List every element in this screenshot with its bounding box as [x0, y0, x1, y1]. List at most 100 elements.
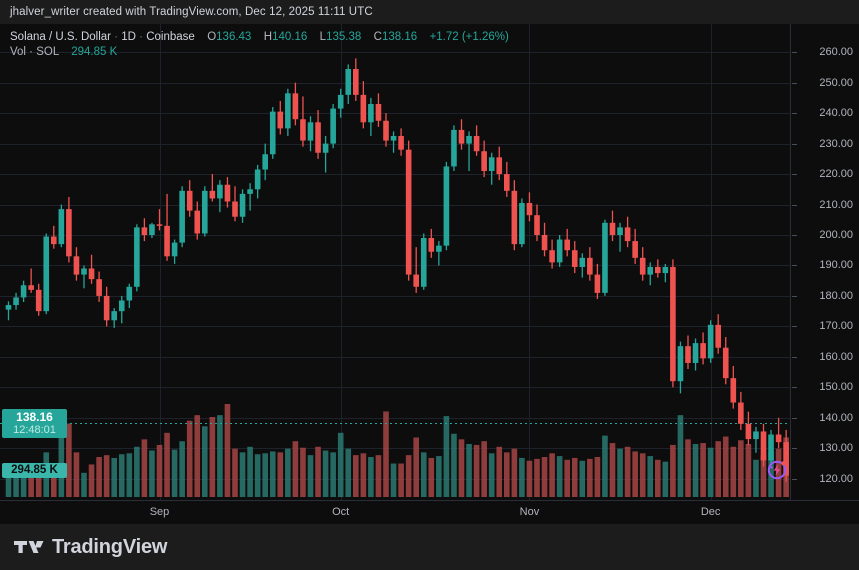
- candle-body: [541, 234, 548, 251]
- volume-bar: [670, 444, 676, 497]
- volume-bar: [118, 454, 125, 497]
- volume-bar: [277, 452, 284, 497]
- candle-body: [269, 111, 276, 155]
- volume-bar: [420, 452, 427, 497]
- candle-body: [375, 104, 382, 121]
- plot-area[interactable]: [0, 24, 790, 500]
- candle-body: [738, 402, 744, 424]
- candle-body: [13, 297, 19, 306]
- volume-bar: [20, 468, 27, 497]
- volume-bar: [224, 404, 231, 497]
- candle-body: [232, 201, 238, 217]
- volume-bar: [88, 464, 95, 497]
- candle-body: [549, 250, 555, 263]
- volume-bar: [111, 457, 117, 497]
- candle-body: [337, 94, 344, 109]
- volume-bar: [556, 456, 563, 497]
- volume-bar: [632, 451, 638, 497]
- volume-bar: [504, 452, 510, 497]
- candle-body: [639, 257, 646, 275]
- chart-pane[interactable]: Solana / U.S. Dollar · 1D · Coinbase O13…: [0, 24, 859, 524]
- volume-bar: [579, 460, 586, 497]
- volume-bar: [194, 415, 201, 497]
- volume-bar: [330, 452, 336, 497]
- candle-body: [617, 227, 623, 235]
- volume-bar: [677, 415, 684, 497]
- candle-body: [647, 266, 654, 275]
- lightning-icon[interactable]: [766, 458, 788, 480]
- candle-body: [322, 143, 329, 153]
- volume-bar: [307, 455, 314, 497]
- price-axis-tick: 170.00: [819, 320, 853, 333]
- candle-body: [466, 136, 472, 144]
- candle-body: [609, 222, 616, 235]
- volume-bar: [209, 417, 216, 497]
- candle-body: [292, 93, 299, 120]
- candlestick-chart[interactable]: [0, 24, 790, 500]
- volume-bar: [526, 460, 533, 497]
- volume-bar: [496, 446, 503, 497]
- volume-bar: [760, 455, 767, 497]
- candle-body: [692, 343, 699, 363]
- volume-bar: [436, 456, 442, 497]
- volume-bar: [745, 443, 752, 497]
- candle-body: [602, 222, 608, 293]
- volume-bar: [126, 453, 133, 497]
- volume-bar: [179, 441, 185, 497]
- candle-body: [473, 136, 480, 152]
- volume-bar: [753, 459, 759, 497]
- volume-bar: [232, 448, 238, 497]
- price-axis-tick: 180.00: [819, 289, 853, 302]
- volume-bar: [337, 432, 344, 497]
- volume-bar: [202, 426, 208, 497]
- volume-bar: [624, 446, 631, 497]
- volume-bar: [413, 437, 419, 497]
- volume-bar: [571, 457, 578, 497]
- candle-body: [194, 210, 201, 234]
- candle-body: [20, 285, 27, 298]
- volume-bar: [28, 466, 34, 497]
- candle-body: [458, 129, 465, 144]
- volume-bar: [451, 433, 457, 497]
- candle-body: [760, 431, 767, 461]
- candle-body: [624, 227, 631, 242]
- time-axis-tick: Oct: [332, 506, 350, 518]
- volume-bar: [738, 440, 744, 497]
- volume-bar: [775, 448, 782, 497]
- volume-bar: [466, 443, 472, 497]
- volume-bar: [602, 435, 608, 497]
- price-axis-tick: 210.00: [819, 198, 853, 211]
- volume-bar: [13, 470, 19, 497]
- candle-body: [783, 442, 789, 476]
- volume-bar: [239, 452, 246, 497]
- candle-body: [398, 136, 404, 150]
- volume-bar: [141, 439, 148, 497]
- volume-bar: [292, 441, 299, 497]
- volume-bar: [685, 439, 691, 497]
- price-axis[interactable]: 260.00 250.00 240.00 230.00 220.00 210.00 200.…: [790, 24, 859, 500]
- candle-body: [700, 343, 706, 359]
- price-axis-tick-mark: [792, 113, 797, 114]
- candle-body: [526, 203, 533, 216]
- price-axis-tick: 160.00: [819, 350, 853, 363]
- candle-body: [685, 346, 691, 363]
- volume-bar: [51, 466, 57, 497]
- candle-body: [156, 224, 163, 226]
- volume-bar: [73, 452, 80, 497]
- price-axis-tick: 120.00: [819, 472, 853, 485]
- candle-body: [179, 190, 185, 243]
- volume-bar: [5, 469, 12, 497]
- time-axis[interactable]: Sep Oct Nov Dec: [0, 500, 859, 524]
- volume-bars: [5, 404, 789, 497]
- price-axis-tick: 190.00: [819, 259, 853, 272]
- candle-body: [51, 236, 57, 245]
- volume-bar: [609, 443, 616, 497]
- volume-bar: [353, 455, 359, 497]
- candle-body: [277, 111, 284, 129]
- volume-bar: [96, 457, 102, 497]
- tradingview-logo-icon: [14, 541, 44, 553]
- candle-body: [202, 190, 208, 234]
- volume-bar: [247, 446, 253, 497]
- candle-body: [224, 184, 231, 202]
- candle-body: [353, 68, 359, 95]
